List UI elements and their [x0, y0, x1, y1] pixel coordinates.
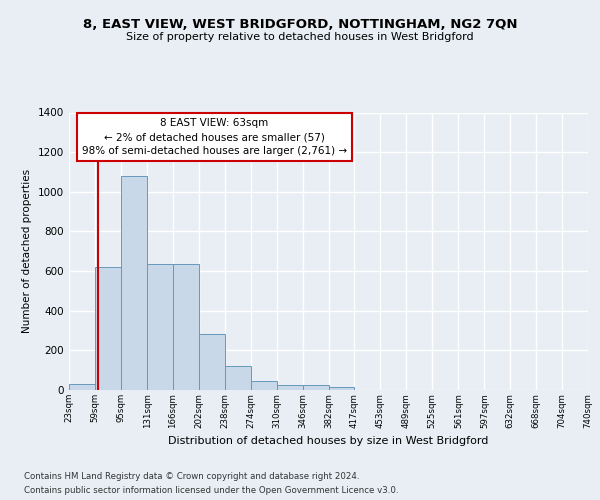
Text: Contains HM Land Registry data © Crown copyright and database right 2024.: Contains HM Land Registry data © Crown c…: [24, 472, 359, 481]
Y-axis label: Number of detached properties: Number of detached properties: [22, 169, 32, 334]
Bar: [69, 384, 95, 390]
Bar: [199, 334, 224, 390]
Text: Contains public sector information licensed under the Open Government Licence v3: Contains public sector information licen…: [24, 486, 398, 495]
Text: Size of property relative to detached houses in West Bridgford: Size of property relative to detached ho…: [126, 32, 474, 42]
Bar: [147, 264, 173, 390]
Bar: [329, 387, 354, 390]
Bar: [173, 264, 199, 390]
Bar: [95, 267, 121, 390]
Bar: [121, 176, 147, 390]
Bar: [277, 385, 303, 390]
X-axis label: Distribution of detached houses by size in West Bridgford: Distribution of detached houses by size …: [169, 436, 488, 446]
Text: 8 EAST VIEW: 63sqm
← 2% of detached houses are smaller (57)
98% of semi-detached: 8 EAST VIEW: 63sqm ← 2% of detached hous…: [82, 118, 347, 156]
Bar: [251, 381, 277, 390]
Text: 8, EAST VIEW, WEST BRIDGFORD, NOTTINGHAM, NG2 7QN: 8, EAST VIEW, WEST BRIDGFORD, NOTTINGHAM…: [83, 18, 517, 30]
Bar: [224, 366, 251, 390]
Bar: [303, 385, 329, 390]
